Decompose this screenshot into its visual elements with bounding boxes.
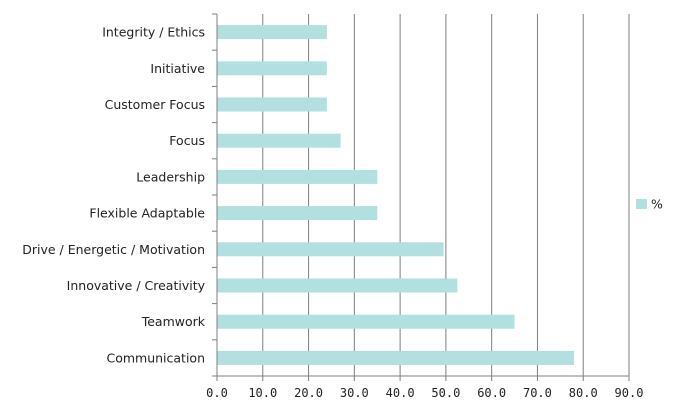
bar (217, 206, 378, 221)
category-label: Initiative (150, 61, 205, 76)
category-label: Leadership (136, 169, 205, 184)
category-label: Customer Focus (105, 97, 205, 112)
category-label: Drive / Energetic / Motivation (22, 242, 205, 257)
x-tick-label: 30.0 (340, 386, 369, 400)
x-tick-label: 50.0 (431, 386, 460, 400)
category-label: Focus (169, 133, 205, 148)
bar (217, 350, 575, 365)
x-tick-label: 60.0 (477, 386, 506, 400)
bar (217, 278, 458, 293)
x-tick-labels: 0.0 10.0 20.0 30.0 40.0 50.0 60.0 70.0 80.0 90.0 (206, 386, 643, 400)
x-tick-label: 80.0 (569, 386, 598, 400)
category-label: Teamwork (141, 314, 206, 329)
bar (217, 25, 327, 40)
category-label: Flexible Adaptable (89, 206, 205, 221)
category-label: Integrity / Ethics (102, 25, 205, 40)
x-tick-label: 70.0 (523, 386, 552, 400)
bar (217, 314, 515, 329)
category-label: Communication (106, 350, 205, 365)
x-tick-label: 40.0 (386, 386, 415, 400)
legend: % (636, 197, 663, 212)
axes (212, 13, 630, 381)
bar (217, 242, 444, 257)
legend-swatch (636, 199, 647, 209)
bar (217, 169, 378, 184)
category-labels: Communication Teamwork Innovative / Creati… (22, 25, 206, 366)
x-tick-label: 0.0 (206, 386, 228, 400)
legend-label: % (651, 197, 663, 212)
bar (217, 97, 327, 112)
x-tick-label: 90.0 (615, 386, 644, 400)
x-tick-label: 10.0 (248, 386, 277, 400)
bars (217, 25, 575, 365)
x-tick-label: 20.0 (294, 386, 323, 400)
category-label: Innovative / Creativity (67, 278, 206, 293)
bar (217, 61, 327, 76)
bar (217, 133, 341, 148)
